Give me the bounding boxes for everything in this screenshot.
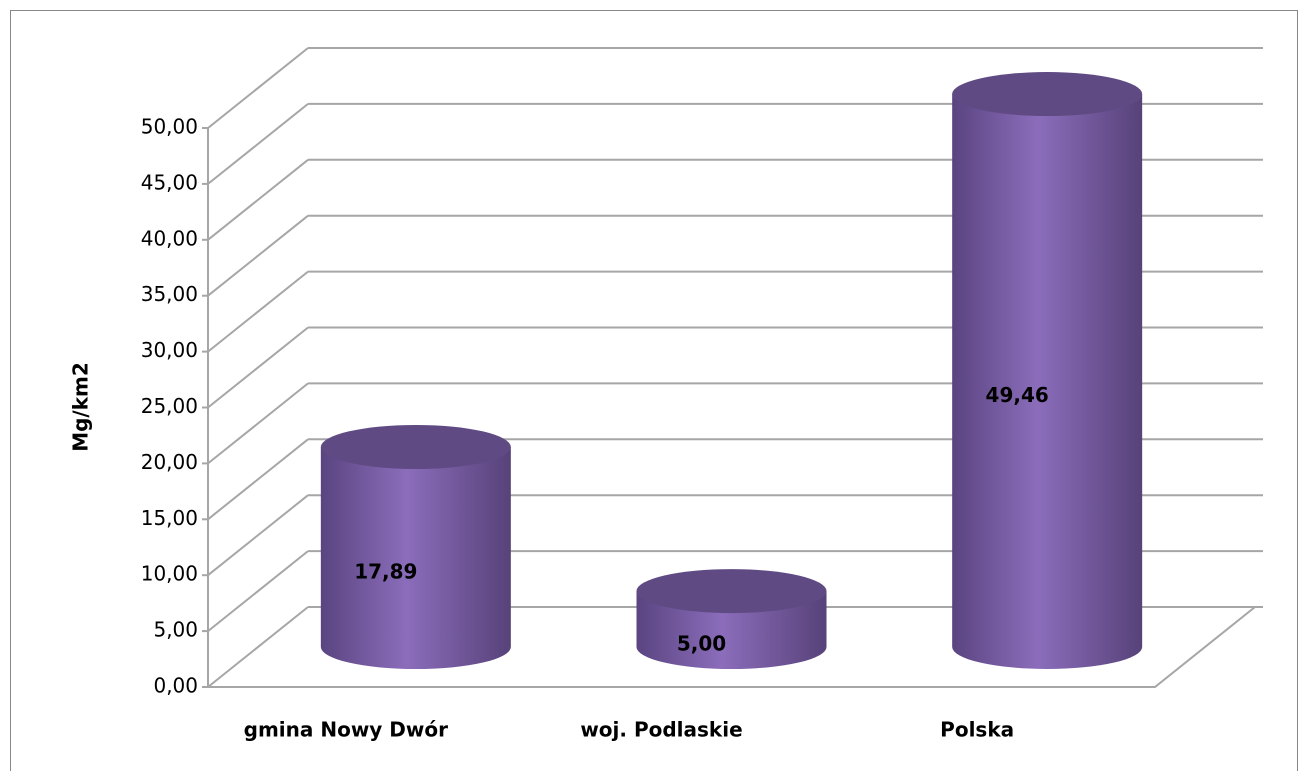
y-tick-label: 35,00 <box>141 282 198 306</box>
y-tick-label: 20,00 <box>141 450 198 474</box>
grid-line <box>207 214 309 297</box>
data-label: 17,89 <box>354 559 417 583</box>
cylinder-side <box>952 94 1143 669</box>
grid-line <box>207 494 309 576</box>
y-tick-label: 15,00 <box>141 506 198 530</box>
y-tick-label: 45,00 <box>141 170 198 194</box>
grid-line <box>207 103 309 185</box>
grid-line <box>207 438 309 521</box>
x-tick-label: Polska <box>940 718 1014 742</box>
y-tick-label: 5,00 <box>153 618 198 642</box>
grid-line <box>207 159 309 241</box>
y-tick-label: 50,00 <box>141 115 198 139</box>
grid-line <box>207 606 309 688</box>
grid-line <box>207 270 309 353</box>
y-tick-label: 10,00 <box>141 562 198 586</box>
cylinder-top <box>952 72 1143 117</box>
y-tick-label: 30,00 <box>141 338 198 362</box>
y-tick-label: 25,00 <box>141 394 198 418</box>
grid-line <box>207 382 309 465</box>
y-tick-label: 0,00 <box>153 674 198 698</box>
chart-frame <box>10 10 1298 771</box>
grid-line <box>207 326 309 409</box>
cylinder-top <box>636 569 827 614</box>
cylinder-side <box>636 591 827 669</box>
data-label: 5,00 <box>677 632 726 656</box>
grid-line <box>207 550 309 632</box>
cylinder-side <box>320 446 511 669</box>
y-axis-title: Mg/km2 <box>69 362 93 452</box>
x-tick-label: gmina Nowy Dwór <box>244 718 448 742</box>
y-tick-label: 40,00 <box>141 226 198 250</box>
grid-line <box>207 47 309 129</box>
x-tick-label: woj. Podlaskie <box>580 718 742 742</box>
cylinder-top <box>320 424 511 469</box>
floor <box>208 606 1256 688</box>
data-label: 49,46 <box>986 383 1049 407</box>
